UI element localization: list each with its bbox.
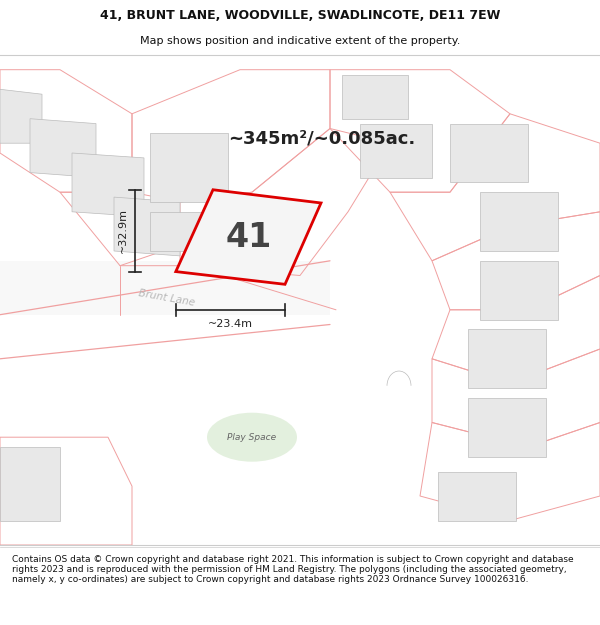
Text: ~32.9m: ~32.9m bbox=[118, 208, 128, 253]
Text: Brunt Lane: Brunt Lane bbox=[138, 288, 196, 308]
Polygon shape bbox=[342, 74, 408, 119]
Polygon shape bbox=[438, 471, 516, 521]
Polygon shape bbox=[0, 447, 60, 521]
Polygon shape bbox=[468, 329, 546, 388]
Polygon shape bbox=[150, 212, 222, 251]
Text: 41: 41 bbox=[226, 221, 272, 254]
Polygon shape bbox=[0, 261, 330, 315]
Polygon shape bbox=[176, 190, 321, 284]
Polygon shape bbox=[360, 124, 432, 177]
Polygon shape bbox=[30, 119, 96, 178]
Polygon shape bbox=[0, 89, 42, 143]
Polygon shape bbox=[150, 133, 228, 202]
Polygon shape bbox=[450, 124, 528, 182]
Text: Contains OS data © Crown copyright and database right 2021. This information is : Contains OS data © Crown copyright and d… bbox=[12, 554, 574, 584]
Polygon shape bbox=[72, 153, 144, 217]
Text: ~345m²/~0.085ac.: ~345m²/~0.085ac. bbox=[228, 129, 415, 148]
Polygon shape bbox=[480, 261, 558, 319]
Polygon shape bbox=[468, 398, 546, 457]
Text: 41, BRUNT LANE, WOODVILLE, SWADLINCOTE, DE11 7EW: 41, BRUNT LANE, WOODVILLE, SWADLINCOTE, … bbox=[100, 9, 500, 22]
Polygon shape bbox=[480, 192, 558, 251]
Polygon shape bbox=[114, 197, 180, 256]
Text: ~23.4m: ~23.4m bbox=[208, 319, 253, 329]
Ellipse shape bbox=[207, 412, 297, 462]
Text: Play Space: Play Space bbox=[227, 432, 277, 442]
Text: Map shows position and indicative extent of the property.: Map shows position and indicative extent… bbox=[140, 36, 460, 46]
